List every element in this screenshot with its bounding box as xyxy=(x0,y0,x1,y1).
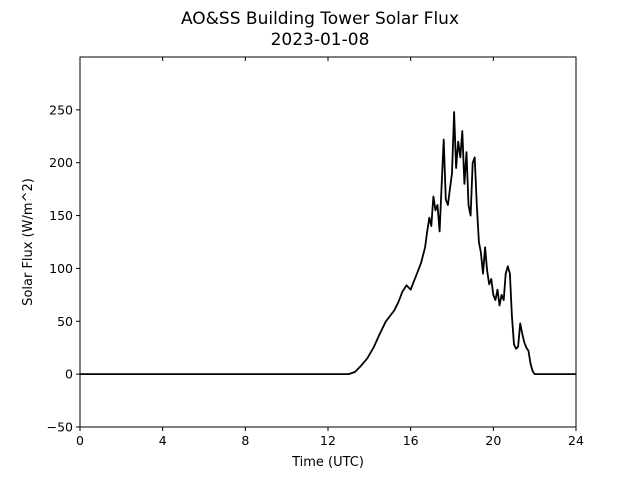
y-tick-label: 150 xyxy=(49,208,73,223)
y-tick-label: −50 xyxy=(47,420,73,435)
x-axis-label: Time (UTC) xyxy=(291,455,364,470)
y-axis-label: Solar Flux (W/m^2) xyxy=(21,178,36,306)
x-axis-ticks: 0 4 8 12 16 20 24 xyxy=(76,57,584,448)
x-tick-label: 16 xyxy=(403,433,419,448)
y-tick-label: 250 xyxy=(49,102,73,117)
plot-area-frame xyxy=(79,56,577,428)
y-tick-label: 100 xyxy=(49,261,73,276)
x-tick-label: 0 xyxy=(76,433,84,448)
x-tick-label: 8 xyxy=(241,433,249,448)
x-tick-label: 4 xyxy=(159,433,167,448)
solar-flux-series-line xyxy=(80,111,576,375)
x-tick-label: 12 xyxy=(320,433,336,448)
y-tick-label: 200 xyxy=(49,155,73,170)
x-tick-label: 20 xyxy=(485,433,501,448)
chart-title: AO&SS Building Tower Solar Flux xyxy=(181,9,459,29)
y-axis-ticks: −50 0 50 100 150 200 250 xyxy=(47,102,80,435)
y-tick-label: 50 xyxy=(57,314,73,329)
chart-subtitle: 2023-01-08 xyxy=(271,30,370,50)
x-tick-label: 24 xyxy=(568,433,584,448)
y-tick-label: 0 xyxy=(65,367,73,382)
